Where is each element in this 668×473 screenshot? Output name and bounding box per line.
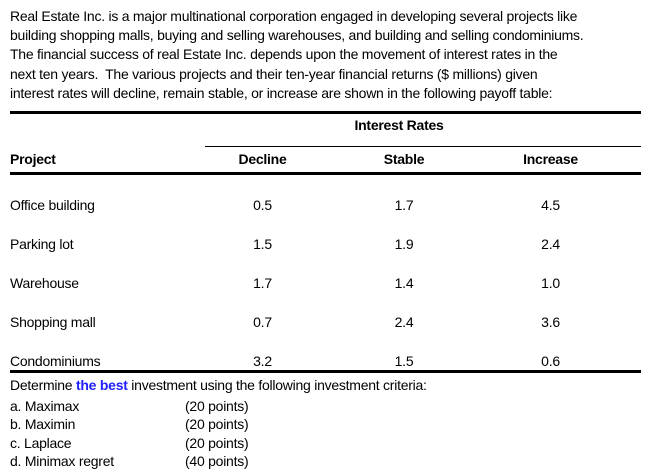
project-cell: Warehouse bbox=[10, 275, 79, 292]
criterion-points: (20 points) bbox=[185, 416, 249, 433]
stable-value: 2.4 bbox=[394, 314, 414, 331]
table-row-warehouse: Warehouse 1.7 1.4 1.0 bbox=[10, 253, 641, 292]
decline-value: 1.7 bbox=[253, 275, 272, 292]
project-cell: Condominiums bbox=[10, 353, 101, 370]
payoff-table: Interest Rates Project Decline Stable In… bbox=[10, 111, 642, 374]
criterion-minimax-regret: d. Minimax regret (40 points) bbox=[10, 452, 660, 470]
table-column-header-row: Project Decline Stable Increase bbox=[10, 146, 642, 176]
project-cell: Office building bbox=[10, 197, 95, 214]
decline-value: 0.7 bbox=[253, 314, 272, 331]
stable-value: 1.7 bbox=[394, 197, 414, 214]
decline-value: 0.5 bbox=[253, 197, 272, 214]
question-line: Determine the best investment using the … bbox=[10, 377, 660, 394]
criterion-points: (20 points) bbox=[185, 434, 249, 451]
column-header-stable: Stable bbox=[348, 146, 488, 176]
column-header-increase: Increase bbox=[488, 146, 642, 176]
column-header-decline: Decline bbox=[205, 146, 348, 176]
table-row-condominiums: Condominiums 3.2 1.5 0.6 bbox=[10, 331, 641, 372]
criterion-label: d. Minimax regret bbox=[10, 453, 114, 470]
group-header-spacer bbox=[10, 113, 205, 147]
column-header-project: Project bbox=[10, 146, 205, 176]
increase-value: 3.6 bbox=[541, 314, 560, 331]
increase-value: 4.5 bbox=[541, 197, 560, 214]
project-cell: Parking lot bbox=[10, 236, 74, 253]
project-cell: Shopping mall bbox=[10, 314, 96, 331]
stable-value: 1.4 bbox=[394, 275, 414, 292]
table-group-header-row: Interest Rates bbox=[10, 112, 642, 148]
table-row-parking-lot: Parking lot 1.5 1.9 2.4 bbox=[10, 214, 641, 253]
decline-value: 1.5 bbox=[253, 236, 272, 253]
criterion-points: (40 points) bbox=[185, 453, 249, 470]
criterion-label: b. Maximin bbox=[10, 416, 76, 433]
stable-value: 1.5 bbox=[394, 353, 414, 370]
criterion-points: (20 points) bbox=[185, 398, 249, 415]
increase-value: 1.0 bbox=[541, 275, 560, 292]
decline-value: 3.2 bbox=[253, 353, 272, 370]
criterion-maximax: a. Maximax (20 points) bbox=[10, 397, 660, 415]
question-prefix: Determine bbox=[10, 377, 76, 394]
table-row-office-building: Office building 0.5 1.7 4.5 bbox=[10, 174, 641, 215]
intro-paragraph: Real Estate Inc. is a major multinationa… bbox=[10, 8, 584, 101]
stable-value: 1.9 bbox=[394, 236, 414, 253]
question-suffix: investment using the following investmen… bbox=[127, 377, 427, 394]
table-row-shopping-mall: Shopping mall 0.7 2.4 3.6 bbox=[10, 292, 641, 331]
criterion-maximin: b. Maximin (20 points) bbox=[10, 415, 660, 433]
criterion-laplace: c. Laplace (20 points) bbox=[10, 434, 660, 452]
criteria-list: a. Maximax (20 points) b. Maximin (20 po… bbox=[10, 397, 660, 471]
interest-rates-group-header: Interest Rates bbox=[205, 112, 642, 148]
criterion-label: a. Maximax bbox=[10, 398, 80, 415]
increase-value: 2.4 bbox=[541, 236, 560, 253]
criterion-label: c. Laplace bbox=[10, 434, 72, 451]
increase-value: 0.6 bbox=[541, 353, 560, 370]
question-highlight: the best bbox=[75, 377, 128, 394]
